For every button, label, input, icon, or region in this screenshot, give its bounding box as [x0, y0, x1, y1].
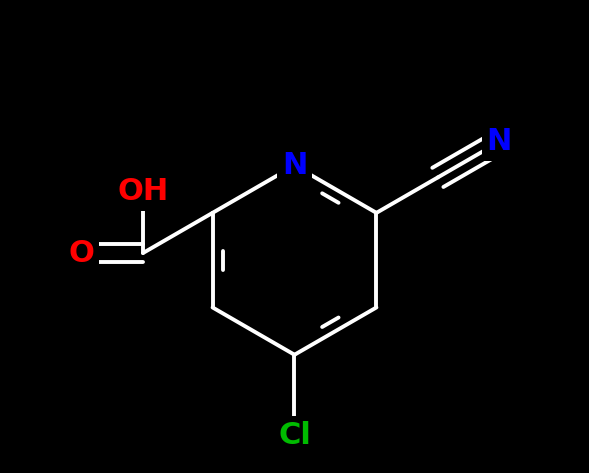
Text: O: O	[68, 238, 94, 268]
Text: N: N	[282, 151, 307, 180]
Text: N: N	[487, 127, 512, 157]
Text: Cl: Cl	[278, 420, 311, 450]
Text: OH: OH	[117, 177, 168, 206]
